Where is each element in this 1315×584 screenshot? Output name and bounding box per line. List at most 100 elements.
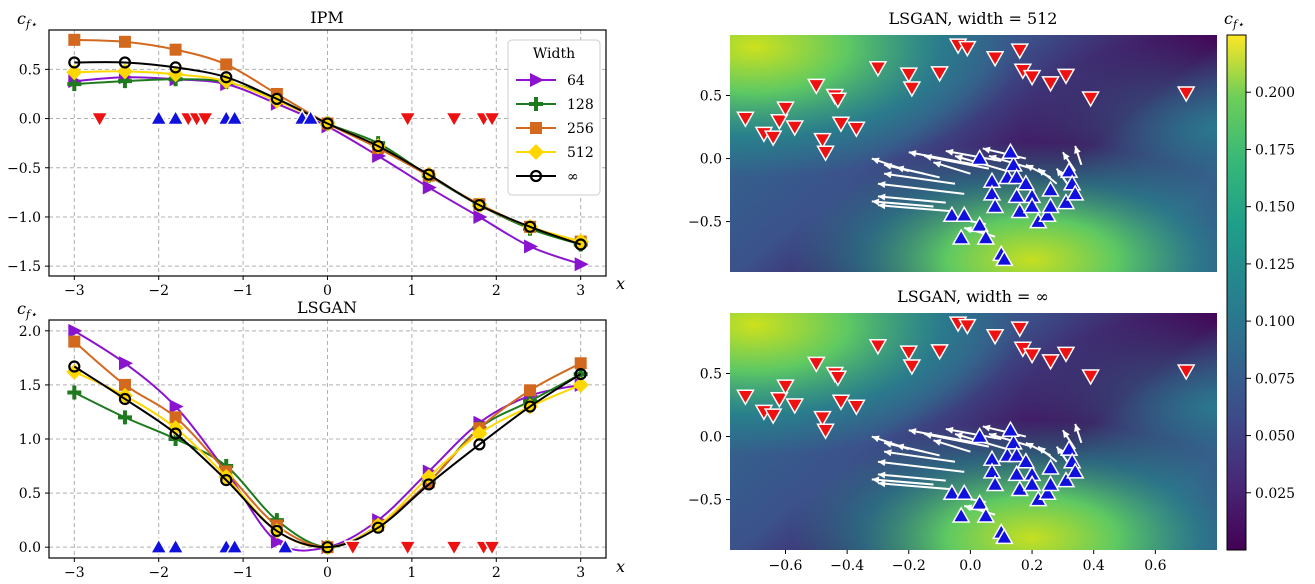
real-sample-marker <box>813 132 832 150</box>
generated-sample-marker <box>1016 452 1036 469</box>
real-sample-marker <box>1176 86 1196 103</box>
generated-sample-marker <box>1059 439 1079 456</box>
gradient-arrowhead <box>884 449 892 457</box>
heatmap-inf-panel: −0.5 0.0 0.5 −0.6 −0.4 −0.2 0.0 0.2 0.4 0.6 LSGAN… <box>688 287 1217 574</box>
gradient-arrowhead <box>933 161 942 168</box>
gradient-arrowhead <box>871 476 880 484</box>
gradient-arrowhead <box>877 480 886 488</box>
series-point-256 <box>169 411 182 424</box>
real-sample-marker <box>985 50 1005 68</box>
real-sample-marker <box>831 394 851 411</box>
gradient-arrowhead <box>871 198 880 206</box>
ipm-ylabel: cf⋆ <box>17 9 37 31</box>
real-sample-marker <box>736 111 755 128</box>
x-tick-label: −3 <box>64 283 85 299</box>
series-point-512 <box>116 63 133 80</box>
gradient-arrow <box>871 200 934 208</box>
generated-sample-marker <box>951 228 971 245</box>
series-point-256 <box>118 35 131 48</box>
generated-sample-marker <box>1004 433 1023 450</box>
series-point-64 <box>574 257 589 272</box>
generated-sample-marker <box>1041 180 1060 197</box>
x-tick-label: −0.4 <box>830 558 864 574</box>
series-point-inf <box>220 474 233 487</box>
gradient-arrowhead <box>988 432 997 440</box>
series-point-inf <box>169 61 182 74</box>
gradient-arrowhead <box>982 146 991 154</box>
generated-sample-marker <box>985 196 1005 214</box>
series-point-256 <box>68 33 81 46</box>
gradient-arrowhead <box>1062 430 1070 439</box>
gradient-arrowhead <box>1038 168 1047 176</box>
gradient-arrowhead <box>933 439 942 446</box>
real-sample-marker <box>770 391 789 409</box>
gradient-arrow <box>877 195 946 204</box>
gradient-arrowhead <box>1025 164 1034 172</box>
series-point-inf <box>574 238 587 251</box>
real-sample-marker <box>482 540 502 557</box>
real-sample-marker <box>899 67 919 84</box>
colorbar-tick-label: 0.100 <box>1255 314 1295 330</box>
series-point-256 <box>574 357 587 370</box>
real-sample-marker <box>899 345 919 362</box>
generated-sample-marker <box>1001 142 1020 159</box>
gradient-arrow <box>945 427 1002 441</box>
generated-sample-marker <box>954 483 974 501</box>
y-tick-label: 0.0 <box>700 152 722 168</box>
real-sample-marker <box>1022 347 1042 365</box>
heatmap-inf-title: LSGAN, width = ∞ <box>897 287 1049 306</box>
gradient-arrowhead <box>924 431 932 439</box>
series-point-128 <box>67 385 82 400</box>
real-sample-marker <box>816 423 835 440</box>
series-point-64 <box>169 399 184 414</box>
gradient-arrowhead <box>964 226 973 234</box>
generated-sample-marker <box>954 205 974 223</box>
generated-sample-marker <box>1022 196 1042 214</box>
generated-sample-marker <box>1016 174 1036 191</box>
gradient-arrowhead <box>871 435 880 443</box>
generated-sample-marker <box>1041 196 1060 214</box>
real-sample-marker <box>958 40 977 58</box>
generated-sample-marker <box>1038 205 1057 223</box>
real-sample-marker <box>847 121 866 138</box>
gradient-arrow <box>883 172 956 185</box>
generated-sample-marker <box>1038 483 1057 501</box>
legend-marker-64 <box>530 73 544 87</box>
series-point-256 <box>169 43 182 56</box>
real-sample-marker <box>1022 69 1042 87</box>
generated-sample-marker <box>1041 474 1060 492</box>
generated-sample-marker <box>1004 155 1023 172</box>
x-tick-label: −2 <box>148 565 169 580</box>
y-tick-label: −0.5 <box>688 215 722 231</box>
colorbar-tick-label: 0.175 <box>1255 142 1295 158</box>
x-tick-label: −3 <box>64 565 85 580</box>
x-tick-label: 2 <box>492 283 501 299</box>
gradient-arrowhead <box>1074 145 1081 154</box>
generated-sample-marker <box>1007 445 1026 463</box>
series-point-inf <box>68 56 81 69</box>
generated-sample-marker <box>1001 420 1020 437</box>
colorbar-tick-label: 0.200 <box>1255 85 1295 101</box>
y-tick-label: −0.5 <box>688 493 722 509</box>
gradient-arrowhead <box>955 432 963 440</box>
generated-sample-marker <box>982 462 1002 479</box>
gradient-arrow <box>877 204 956 213</box>
real-sample-marker <box>807 78 826 95</box>
y-tick-label: 0.5 <box>19 486 41 502</box>
series-point-inf <box>270 92 283 105</box>
ipm-title: IPM <box>310 8 343 27</box>
legend-label: 64 <box>567 73 585 89</box>
gradient-arrow <box>945 149 1002 163</box>
real-sample-marker <box>195 111 215 129</box>
gradient-arrowhead <box>877 202 886 210</box>
series-point-64 <box>473 209 488 224</box>
gradient-arrowhead <box>924 153 932 161</box>
real-sample-marker <box>985 328 1005 346</box>
series-point-inf <box>422 478 435 491</box>
x-tick-label: 3 <box>576 565 585 580</box>
real-sample-marker <box>1041 354 1060 371</box>
colorbar-gradient <box>1226 34 1247 551</box>
generated-sample-marker <box>976 506 996 523</box>
x-tick-label: −0.6 <box>768 558 802 574</box>
legend-box <box>507 39 601 196</box>
